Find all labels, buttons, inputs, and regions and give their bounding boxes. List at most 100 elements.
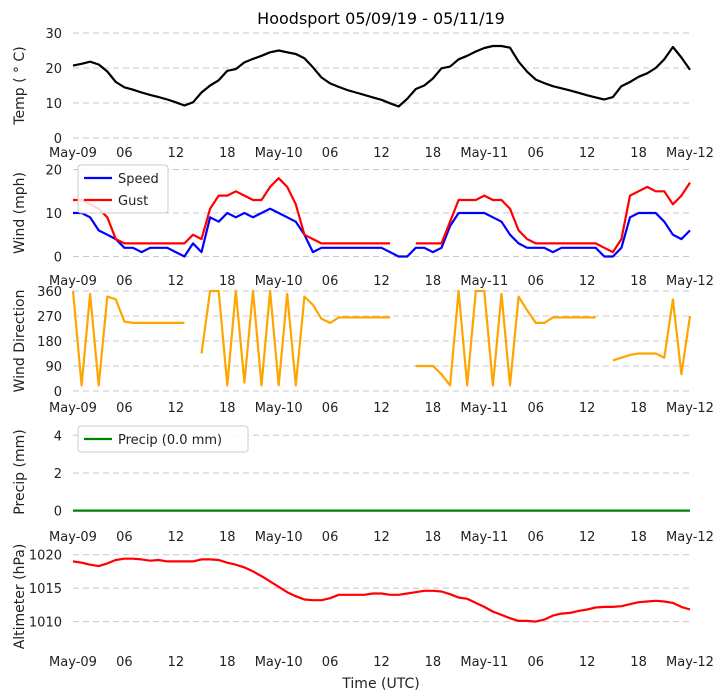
wind-panel: 0 10 20 May-09 06 12 18 May-10 06 12 18 May-11 06 12 1… <box>12 164 714 289</box>
x-tick-label: 06 <box>322 146 339 161</box>
x-tick-label: May-09 <box>49 401 97 416</box>
x-tick-label: 12 <box>168 274 185 289</box>
y-tick-label: 1015 <box>29 582 62 597</box>
wind-series-line-gust <box>73 177 691 254</box>
x-tick-label: May-09 <box>49 274 97 289</box>
x-tick-label: 06 <box>116 274 133 289</box>
x-tick-label: 06 <box>527 401 544 416</box>
y-axis-label: Altimeter (hPa) <box>12 544 28 650</box>
x-tick-label: 18 <box>630 274 647 289</box>
altimeter-panel: 1010 1015 1020 May-09 06 12 18 May-10 06 12 18 May-… <box>12 544 714 670</box>
x-tick-label: 18 <box>219 401 236 416</box>
x-tick-label: 06 <box>116 146 133 161</box>
x-tick-label: 06 <box>527 530 544 545</box>
x-tick-label: 12 <box>168 401 185 416</box>
x-tick-label: 12 <box>579 401 596 416</box>
x-tick-label: 06 <box>527 146 544 161</box>
x-tick-label: 18 <box>630 655 647 670</box>
legend-label: Gust <box>118 194 148 209</box>
x-tick-label: 06 <box>116 530 133 545</box>
legend: Speed Gust <box>77 164 169 214</box>
x-tick-label: 18 <box>219 146 236 161</box>
wind-series-line-speed <box>73 207 691 258</box>
x-tick-label: 18 <box>630 146 647 161</box>
x-tick-label: 06 <box>116 401 133 416</box>
x-tick-label: May-11 <box>460 274 508 289</box>
x-tick-label: 06 <box>322 274 339 289</box>
x-tick-label: 12 <box>579 530 596 545</box>
precip-panel: 0 2 4 May-09 06 12 18 May-10 06 12 18 May-11 06 12 18 M… <box>12 425 714 545</box>
x-tick-label: May-12 <box>666 274 714 289</box>
y-tick-label: 0 <box>54 385 62 400</box>
x-tick-label: May-11 <box>460 530 508 545</box>
x-tick-label: May-11 <box>460 655 508 670</box>
x-tick-label: May-10 <box>255 274 303 289</box>
x-tick-label: 12 <box>373 274 390 289</box>
x-tick-label: May-12 <box>666 146 714 161</box>
y-tick-label: 360 <box>37 285 62 300</box>
y-tick-label: 10 <box>45 207 62 222</box>
x-tick-label: 12 <box>168 146 185 161</box>
wind-direction-panel: 0 90 180 270 360 May-09 06 12 18 May-10 06 12 18 May-… <box>12 285 714 416</box>
y-tick-label: 20 <box>45 62 62 77</box>
x-tick-label: 06 <box>322 401 339 416</box>
x-tick-label: 06 <box>527 274 544 289</box>
y-tick-label: 180 <box>37 335 62 350</box>
temp-panel: 0 10 20 30 May-09 06 12 18 May-10 06 12 18 May-11 06 1… <box>12 27 714 161</box>
y-axis-label: Wind Direction <box>12 290 28 393</box>
x-tick-label: 18 <box>630 530 647 545</box>
y-tick-label: 30 <box>45 27 62 42</box>
y-tick-label: 1020 <box>29 549 62 564</box>
x-tick-label: 06 <box>322 530 339 545</box>
y-tick-label: 4 <box>54 429 62 444</box>
x-tick-label: May-10 <box>255 530 303 545</box>
x-tick-label: 18 <box>425 530 442 545</box>
x-tick-label: May-10 <box>255 401 303 416</box>
legend-box <box>77 425 249 453</box>
x-tick-label: 12 <box>168 530 185 545</box>
x-tick-label: 18 <box>425 655 442 670</box>
y-tick-label: 1010 <box>29 616 62 631</box>
x-tick-label: 06 <box>116 655 133 670</box>
y-axis-label: Precip (mm) <box>12 429 28 514</box>
x-tick-label: 12 <box>579 655 596 670</box>
x-tick-label: 12 <box>579 274 596 289</box>
legend: Precip (0.0 mm) <box>77 425 249 453</box>
x-tick-label: May-11 <box>460 146 508 161</box>
x-tick-label: 12 <box>373 146 390 161</box>
y-tick-label: 0 <box>54 505 62 520</box>
x-tick-label: 18 <box>425 274 442 289</box>
x-tick-label: 18 <box>219 655 236 670</box>
altimeter-series-line <box>72 557 691 623</box>
y-tick-label: 90 <box>45 360 62 375</box>
x-tick-label: 18 <box>630 401 647 416</box>
x-axis-label: Time (UTC) <box>341 676 419 692</box>
x-tick-label: May-09 <box>49 530 97 545</box>
x-tick-label: May-12 <box>666 530 714 545</box>
x-tick-label: May-09 <box>49 655 97 670</box>
x-tick-label: 12 <box>373 530 390 545</box>
x-tick-label: 12 <box>373 655 390 670</box>
x-tick-label: 18 <box>425 146 442 161</box>
legend-label: Speed <box>118 172 159 187</box>
y-tick-label: 10 <box>45 97 62 112</box>
y-axis-label: Temp ( ° C) <box>12 46 28 125</box>
temp-series-line <box>72 44 691 108</box>
y-tick-label: 20 <box>45 164 62 179</box>
x-tick-label: May-12 <box>666 655 714 670</box>
x-tick-label: 12 <box>373 401 390 416</box>
x-tick-label: 18 <box>219 274 236 289</box>
x-tick-label: May-10 <box>255 655 303 670</box>
y-tick-label: 2 <box>54 467 62 482</box>
x-tick-label: May-10 <box>255 146 303 161</box>
x-tick-label: 06 <box>527 655 544 670</box>
chart-title: Hoodsport 05/09/19 - 05/11/19 <box>257 9 505 28</box>
x-tick-label: May-09 <box>49 146 97 161</box>
x-tick-label: May-12 <box>666 401 714 416</box>
y-tick-label: 270 <box>37 310 62 325</box>
x-tick-label: 12 <box>168 655 185 670</box>
wind-direction-series-line <box>71 289 692 387</box>
x-tick-label: 18 <box>219 530 236 545</box>
x-tick-label: May-11 <box>460 401 508 416</box>
